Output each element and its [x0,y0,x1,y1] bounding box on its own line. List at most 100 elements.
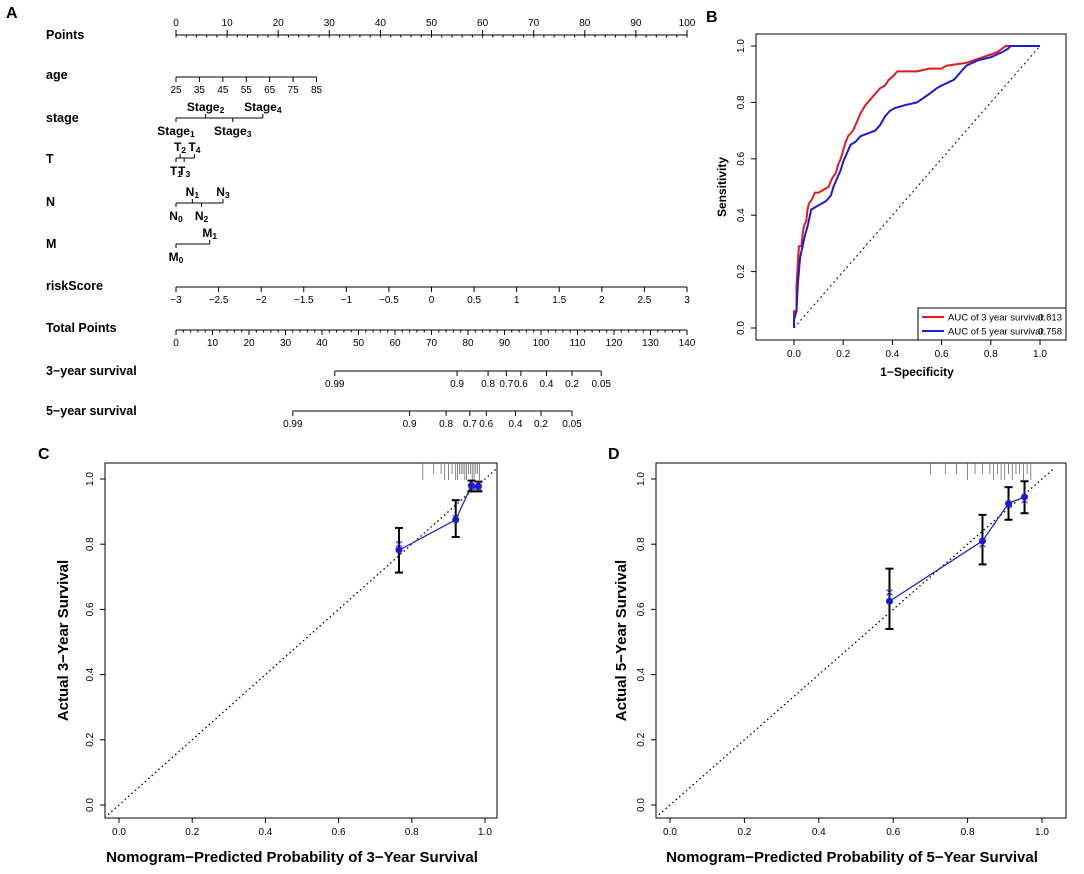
row-label: stage [46,111,79,125]
observed-point [395,546,403,554]
tick-label: 60 [477,18,489,29]
tick-label: 35 [194,85,206,96]
x-tick-label: 0.6 [886,827,900,838]
calibration-3-year-panel: 0.0 0.2 0.4 0.6 0.8 1.00.00.20.40.60.81.0Nomo… [55,462,498,866]
level-label: Stage1 [157,124,195,139]
tick-label: 0.05 [591,379,611,390]
legend-label: AUC of 5 year survival: [948,327,1045,338]
y-tick-label: 0.8 [636,537,647,551]
x-tick-label: 0.0 [787,349,801,360]
y-axis-title: Sensitivity [715,157,729,217]
x-tick-label: 1.0 [1033,349,1047,360]
tick-label: 80 [579,18,591,29]
tick-label: −1 [341,295,353,306]
level-label: T4 [188,140,200,155]
panel-label-a: A [6,5,18,22]
y-tick-label: 0.0 [736,321,747,335]
bias-corrected-marker [395,540,403,548]
level-subscript: 2 [204,214,209,224]
row-label: age [46,68,68,82]
tick-label: 50 [426,18,438,29]
level-label: N3 [216,185,230,200]
observed-point [1005,499,1013,507]
tick-label: 0.9 [403,419,417,430]
tick-label: 1 [514,295,520,306]
tick-label: 90 [499,338,511,349]
tick-label: 0.6 [479,419,493,430]
level-subscript: 3 [185,169,190,179]
level-name: Stage [214,124,247,138]
tick-label: 0.2 [534,419,548,430]
x-tick-label: 0.6 [332,827,346,838]
tick-label: 20 [273,18,285,29]
tick-label: −3 [170,295,182,306]
x-tick-label: 0.0 [112,827,126,838]
bias-corrected-marker [1021,496,1028,504]
level-label: Stage4 [244,100,282,115]
level-subscript: 1 [212,231,217,241]
bias-corrected-marker [886,589,893,596]
tick-label: 70 [426,338,438,349]
tick-label: 1.5 [552,295,566,306]
bias-corrected-marker [452,514,460,522]
row-label: T [46,152,54,166]
tick-label: 0.05 [562,419,582,430]
tick-label: 0.99 [283,419,303,430]
level-label: M0 [169,250,184,265]
legend-value: 0.758 [1038,327,1062,338]
observed-point [467,482,475,490]
tick-label: 30 [280,338,292,349]
level-name: Stage [157,124,190,138]
y-tick-label: 1.0 [85,472,96,486]
tick-label: 0 [173,18,179,29]
ideal-diagonal [107,468,497,816]
legend-value: 0.813 [1038,313,1062,324]
x-tick-label: 1.0 [478,827,492,838]
bias-corrected-marker [1005,501,1012,509]
level-subscript: 0 [179,255,184,265]
tick-label: 60 [389,338,401,349]
y-tick-label: 0.4 [636,667,647,681]
bias-corrected-marker [468,483,475,491]
tick-label: 3 [684,295,690,306]
bias-corrected-marker [979,540,986,548]
observed-point [474,482,482,490]
bias-corrected-marker [475,483,482,491]
tick-label: 0.6 [514,379,528,390]
tick-label: 40 [375,18,387,29]
x-tick-label: 0.6 [935,349,949,360]
row-label: M [46,237,56,251]
tick-label: 45 [217,85,229,96]
level-label: T2 [174,140,186,155]
tick-label: 140 [679,338,696,349]
tick-label: 100 [679,18,696,29]
level-name: N [169,209,178,223]
x-tick-label: 0.4 [885,349,899,360]
level-subscript: 4 [196,145,201,155]
roc-curve-3-year [793,45,1040,328]
level-label: N1 [186,185,200,200]
tick-label: 0 [429,295,435,306]
level-label: Stage2 [187,100,225,115]
row-label: N [46,195,55,209]
tick-label: 100 [533,338,550,349]
y-tick-label: 1.0 [636,472,647,486]
tick-label: 90 [630,18,642,29]
tick-label: 0.9 [450,379,464,390]
level-name: T [178,164,186,178]
calibration-5-year-panel: 0.0 0.2 0.4 0.6 0.8 1.0 0.0 0.2 0.4 0.6 0.8 1.0 Nomo… [613,462,1067,866]
x-tick-label: 0.2 [185,827,199,838]
y-tick-label: 1.0 [736,39,747,53]
tick-label: 55 [241,85,253,96]
level-name: Stage [187,100,220,114]
y-tick-label: 0.2 [736,264,747,278]
tick-label: 2 [599,295,605,306]
level-subscript: 3 [247,129,252,139]
x-tick-label: 0.4 [258,827,272,838]
tick-label: 75 [288,85,300,96]
y-tick-label: 0.8 [85,537,96,551]
y-tick-label: 0.0 [636,798,647,812]
observed-point [452,516,460,524]
level-label: Stage3 [214,124,252,139]
